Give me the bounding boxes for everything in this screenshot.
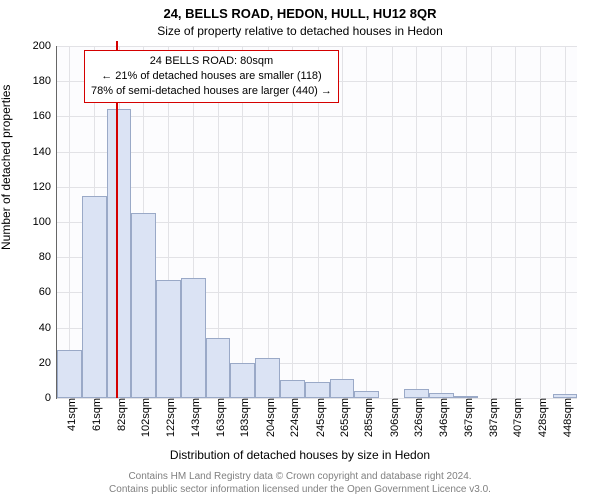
footer-attribution: Contains HM Land Registry data © Crown c… [0,471,600,496]
annotation-box: 24 BELLS ROAD: 80sqm← 21% of detached ho… [84,50,339,103]
x-tick-label: 183sqm [233,398,251,437]
gridline-v [466,46,467,398]
histogram-bar [553,394,578,398]
x-tick-label: 143sqm [184,398,202,437]
gridline-v [342,46,343,398]
y-tick-label: 140 [33,146,57,158]
y-tick-label: 40 [39,322,57,334]
y-tick-label: 200 [33,40,57,52]
y-axis-label: Number of detached properties [0,85,13,250]
annotation-line: ← 21% of detached houses are smaller (11… [91,69,332,84]
histogram-bar [429,393,454,398]
histogram-bar [354,391,379,398]
x-tick-label: 102sqm [134,398,152,437]
x-tick-label: 41sqm [60,398,78,431]
x-tick-label: 285sqm [357,398,375,437]
x-tick-label: 163sqm [209,398,227,437]
y-tick-label: 0 [45,392,57,404]
x-tick-label: 82sqm [110,398,128,431]
x-axis-label: Distribution of detached houses by size … [0,448,600,462]
x-tick-label: 61sqm [85,398,103,431]
x-tick-label: 428sqm [531,398,549,437]
y-tick-label: 60 [39,286,57,298]
chart-container: 24, BELLS ROAD, HEDON, HULL, HU12 8QR Si… [0,0,600,500]
histogram-bar [107,109,132,398]
y-tick-label: 20 [39,357,57,369]
x-tick-label: 346sqm [432,398,450,437]
gridline-v [491,46,492,398]
x-tick-label: 407sqm [506,398,524,437]
gridline-v [441,46,442,398]
y-tick-label: 180 [33,75,57,87]
histogram-bar [255,358,280,398]
x-tick-label: 306sqm [383,398,401,437]
gridline-v [540,46,541,398]
gridline-v [392,46,393,398]
x-tick-label: 224sqm [283,398,301,437]
gridline-v [515,46,516,398]
histogram-bar [57,350,82,398]
gridline-v [69,46,70,398]
histogram-bar [454,396,479,398]
histogram-bar [404,389,429,398]
chart-subtitle: Size of property relative to detached ho… [0,24,600,38]
histogram-bar [181,278,206,398]
histogram-bar [330,379,355,398]
y-tick-label: 120 [33,181,57,193]
chart-title: 24, BELLS ROAD, HEDON, HULL, HU12 8QR [0,6,600,21]
x-tick-label: 387sqm [482,398,500,437]
x-tick-label: 448sqm [556,398,574,437]
gridline-v [366,46,367,398]
y-tick-label: 100 [33,216,57,228]
histogram-bar [156,280,181,398]
histogram-bar [82,196,107,398]
histogram-bar [280,380,305,398]
annotation-line: 24 BELLS ROAD: 80sqm [91,54,332,69]
footer-line-1: Contains HM Land Registry data © Crown c… [0,471,600,484]
annotation-line: 78% of semi-detached houses are larger (… [91,84,332,99]
gridline-v [565,46,566,398]
x-tick-label: 265sqm [333,398,351,437]
footer-line-2: Contains public sector information licen… [0,484,600,497]
x-tick-label: 204sqm [259,398,277,437]
x-tick-label: 326sqm [407,398,425,437]
histogram-bar [305,382,330,398]
histogram-bar [206,338,231,398]
x-tick-label: 367sqm [457,398,475,437]
histogram-bar [131,213,156,398]
gridline-v [416,46,417,398]
x-tick-label: 122sqm [159,398,177,437]
histogram-bar [230,363,255,398]
y-tick-label: 160 [33,110,57,122]
x-tick-label: 245sqm [309,398,327,437]
y-tick-label: 80 [39,251,57,263]
